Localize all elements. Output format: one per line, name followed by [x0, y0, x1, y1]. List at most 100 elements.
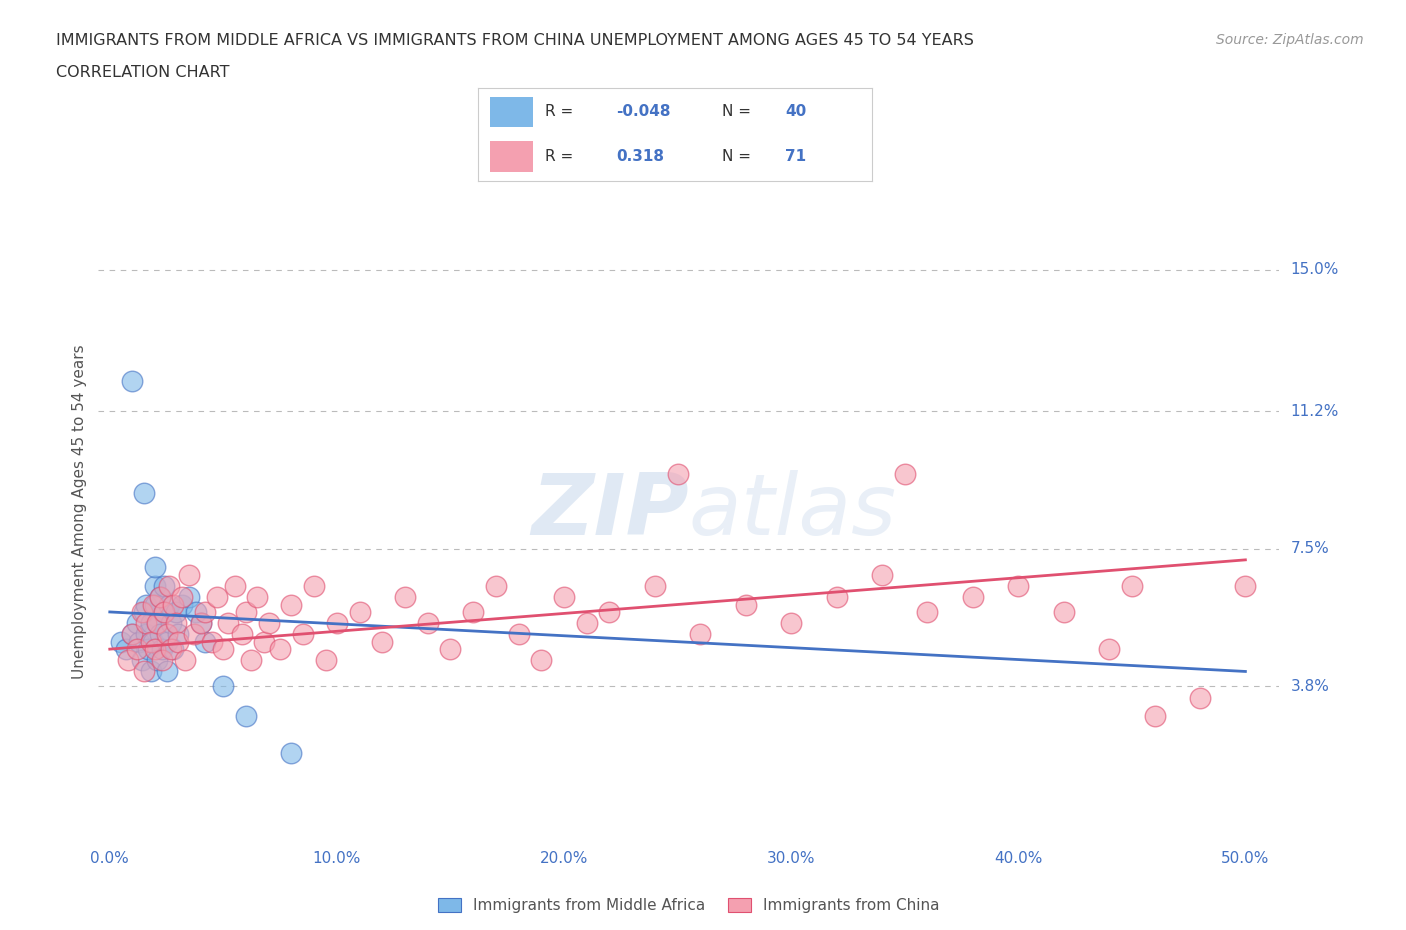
Point: [190, 616, 212, 631]
Point: [135, 616, 157, 631]
Point: [179, 590, 201, 604]
Point: [217, 616, 239, 631]
Point: [870, 567, 893, 582]
Point: [553, 590, 575, 604]
Point: [167, 627, 190, 642]
Point: [162, 642, 184, 657]
Point: [239, 653, 262, 668]
Point: [1143, 709, 1166, 724]
Point: [893, 467, 915, 482]
Point: [508, 627, 530, 642]
Legend: Immigrants from Middle Africa, Immigrants from China: Immigrants from Middle Africa, Immigrant…: [432, 892, 946, 919]
Point: [257, 616, 280, 631]
Point: [179, 567, 201, 582]
Point: [155, 664, 177, 679]
Point: [121, 627, 143, 642]
Point: [172, 590, 194, 604]
Point: [917, 604, 939, 619]
Text: -0.048: -0.048: [616, 104, 671, 119]
Point: [157, 597, 180, 612]
Point: [201, 634, 224, 649]
Point: [153, 604, 176, 619]
Text: 11.2%: 11.2%: [1291, 404, 1339, 418]
Point: [146, 653, 169, 668]
Point: [184, 604, 207, 619]
Point: [598, 604, 620, 619]
Point: [121, 627, 143, 642]
Point: [155, 634, 177, 649]
Text: 40: 40: [785, 104, 807, 119]
Point: [315, 653, 337, 668]
Point: [463, 604, 485, 619]
Point: [132, 664, 155, 679]
Point: [253, 634, 276, 649]
Point: [962, 590, 984, 604]
Point: [146, 616, 169, 631]
Point: [143, 597, 166, 612]
Point: [269, 642, 291, 657]
Text: IMMIGRANTS FROM MIDDLE AFRICA VS IMMIGRANTS FROM CHINA UNEMPLOYMENT AMONG AGES 4: IMMIGRANTS FROM MIDDLE AFRICA VS IMMIGRA…: [56, 33, 974, 47]
Point: [194, 634, 217, 649]
Point: [734, 597, 756, 612]
Point: [149, 627, 172, 642]
Text: 71: 71: [785, 149, 806, 164]
Text: R =: R =: [546, 104, 574, 119]
Point: [349, 604, 371, 619]
Text: 7.5%: 7.5%: [1291, 541, 1329, 556]
Text: N =: N =: [723, 149, 751, 164]
Point: [291, 627, 314, 642]
Point: [1098, 642, 1121, 657]
Point: [205, 590, 228, 604]
Text: R =: R =: [546, 149, 574, 164]
Point: [246, 590, 269, 604]
Point: [143, 560, 166, 575]
Bar: [489, 97, 533, 127]
Point: [131, 653, 153, 668]
Point: [224, 578, 246, 593]
Point: [644, 578, 666, 593]
Point: [139, 616, 162, 631]
Point: [143, 642, 166, 657]
Point: [666, 467, 689, 482]
Point: [575, 616, 598, 631]
Point: [132, 485, 155, 500]
Point: [149, 590, 172, 604]
Point: [114, 642, 136, 657]
Point: [132, 604, 155, 619]
Point: [146, 616, 169, 631]
Point: [530, 653, 553, 668]
Point: [235, 709, 257, 724]
Text: 0.318: 0.318: [616, 149, 664, 164]
Text: N =: N =: [723, 104, 751, 119]
Point: [162, 597, 184, 612]
Point: [142, 634, 165, 649]
Point: [371, 634, 394, 649]
Point: [153, 578, 176, 593]
Point: [780, 616, 803, 631]
Point: [231, 627, 253, 642]
Point: [326, 616, 349, 631]
Point: [280, 746, 302, 761]
Point: [138, 642, 160, 657]
Point: [1053, 604, 1076, 619]
Point: [150, 653, 173, 668]
Point: [150, 642, 173, 657]
Point: [125, 642, 148, 657]
Text: 15.0%: 15.0%: [1291, 262, 1339, 277]
Point: [1188, 690, 1211, 705]
Point: [1234, 578, 1257, 593]
Point: [183, 627, 205, 642]
Bar: [489, 141, 533, 172]
Point: [117, 653, 139, 668]
Point: [143, 578, 166, 593]
Text: 3.8%: 3.8%: [1291, 679, 1330, 694]
Point: [235, 604, 257, 619]
Point: [139, 664, 162, 679]
Point: [194, 604, 217, 619]
Point: [135, 597, 157, 612]
Point: [173, 653, 195, 668]
Point: [139, 634, 162, 649]
Point: [172, 597, 194, 612]
Text: ZIP: ZIP: [531, 470, 689, 553]
Point: [394, 590, 416, 604]
